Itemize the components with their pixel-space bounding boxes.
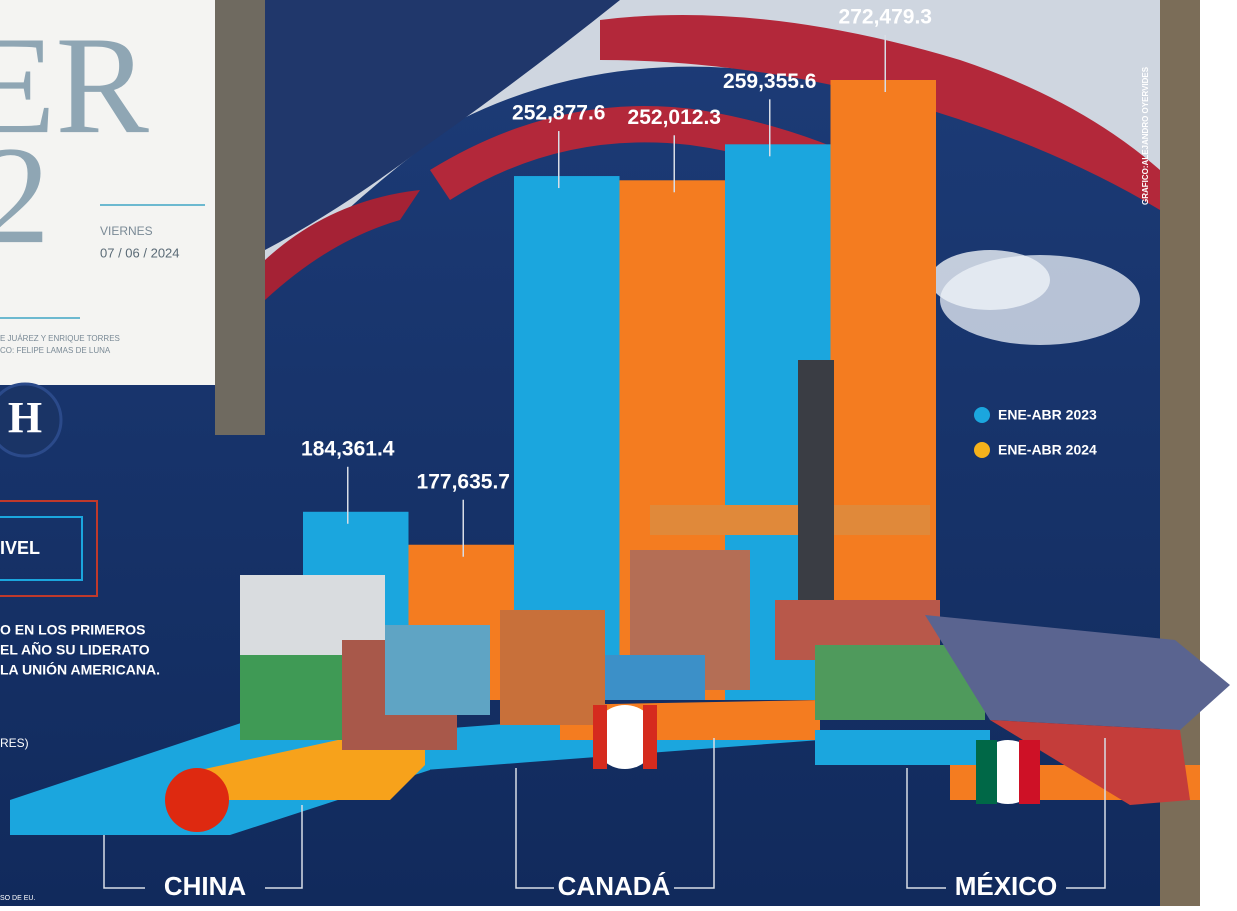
category-label: CHINA <box>164 871 247 901</box>
lede-line: LA UNIÓN AMERICANA. <box>0 661 160 678</box>
legend-swatch <box>974 442 990 458</box>
value-label: 272,479.3 <box>839 6 932 29</box>
margin <box>1200 0 1237 906</box>
header-num: 2 <box>0 118 50 273</box>
unit-note: RES) <box>0 736 29 750</box>
frame <box>215 0 265 435</box>
date: 07 / 06 / 2024 <box>100 245 180 260</box>
legend-swatch <box>974 407 990 423</box>
legend-label: ENE-ABR 2024 <box>998 442 1097 458</box>
logo-text: H <box>8 393 42 442</box>
credit-line: E JUÁREZ Y ENRIQUE TORRES <box>0 334 120 343</box>
value-label: 252,877.6 <box>512 102 605 125</box>
category-label: MÉXICO <box>955 871 1058 901</box>
value-label: 177,635.7 <box>417 470 510 493</box>
credit: GRAFICO:ALEJANDRO OYERVIDES <box>1141 66 1150 205</box>
lede-line: EL AÑO SU LIDERATO <box>0 641 150 658</box>
credit-line: CO: FELIPE LAMAS DE LUNA <box>0 346 111 355</box>
source: SO DE EU. <box>0 895 35 902</box>
lede-line: O EN LOS PRIMEROS <box>0 622 145 638</box>
infographic: ER 2 VIERNES 07 / 06 / 2024 E JUÁREZ Y E… <box>0 0 1237 906</box>
value-label: 252,012.3 <box>628 106 721 129</box>
date-day: VIERNES <box>100 224 153 238</box>
tag: IVEL <box>0 538 40 558</box>
value-label: 259,355.6 <box>723 70 816 93</box>
legend-label: ENE-ABR 2023 <box>998 407 1097 423</box>
category-label: CANADÁ <box>558 871 671 901</box>
value-label: 184,361.4 <box>301 437 395 460</box>
